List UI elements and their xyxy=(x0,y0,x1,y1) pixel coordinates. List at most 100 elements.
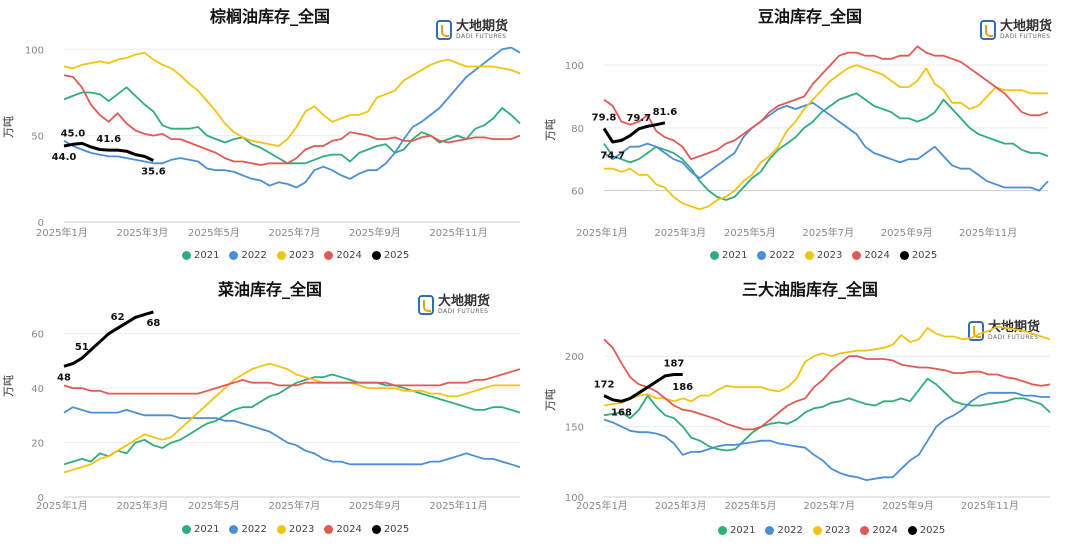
legend-label: 2025 xyxy=(919,525,946,536)
legend-item-2024[interactable]: 2024 xyxy=(324,250,362,261)
brand-name-en: DADI FUTURES xyxy=(438,308,489,315)
brand-logo: 大地期货 DADI FUTURES xyxy=(968,321,1040,341)
data-label: 41.6 xyxy=(96,134,121,145)
three-oils-line-chart: 100 150 200 2025年1月 2025年3月 2025年5月 2025年7月 202… xyxy=(544,325,1051,512)
legend-label: 2022 xyxy=(777,525,803,536)
y-tick-label: 0 xyxy=(38,493,44,504)
chart-panel-rapeseed-oil: 菜油库存_全国 大地期货 DADI FUTURES 0 20 40 60 2025年1月… xyxy=(0,273,540,546)
legend-marker xyxy=(757,251,767,260)
chart-legend: 2021 2022 2023 2024 2025 xyxy=(718,525,945,536)
legend-label: 2021 xyxy=(730,525,756,536)
legend-marker xyxy=(182,525,191,534)
chart-title: 菜油库存_全国 xyxy=(217,280,322,299)
x-tick-label: 2025年7月 xyxy=(268,226,320,239)
series-line-2021 xyxy=(603,92,1049,201)
legend-marker xyxy=(229,251,239,260)
x-tick-label: 2025年9月 xyxy=(349,499,401,512)
legend-item-2024[interactable]: 2024 xyxy=(852,250,890,261)
y-tick-label: 200 xyxy=(565,352,584,363)
brand-logo: 大地期货 DADI FUTURES xyxy=(436,20,508,40)
rapeseed-oil-line-chart: 0 20 40 60 2025年1月 2025年3月 2025年5月 2025年7月 2025年… xyxy=(2,310,521,512)
legend-item-2025[interactable]: 2025 xyxy=(371,250,410,261)
series-line-2025 xyxy=(63,141,155,162)
legend-item-2022[interactable]: 2022 xyxy=(765,525,803,536)
x-tick-label: 2025年9月 xyxy=(349,226,401,239)
legend-item-2023[interactable]: 2023 xyxy=(276,524,315,535)
legend-item-2025[interactable]: 2025 xyxy=(907,525,946,536)
legend-label: 2023 xyxy=(288,524,315,535)
series-line-2022 xyxy=(603,391,1050,482)
legend-item-2025[interactable]: 2025 xyxy=(371,524,409,535)
chart-panel-soybean-oil: 豆油库存_全国 大地期货 DADI FUTURES 60 80 100 2025年1月… xyxy=(540,0,1080,273)
legend-marker xyxy=(229,525,239,534)
data-label: 172 xyxy=(594,380,615,391)
x-tick-label: 2025年11月 xyxy=(961,499,1019,512)
data-label: 35.6 xyxy=(141,167,166,178)
legend-item-2021[interactable]: 2021 xyxy=(710,250,747,261)
brand-logo-icon xyxy=(980,20,996,40)
legend-label: 2021 xyxy=(722,250,748,261)
legend-item-2023[interactable]: 2023 xyxy=(812,525,851,536)
brand-logo-icon xyxy=(436,20,452,40)
y-tick-label: 60 xyxy=(31,330,44,341)
brand-name-cn: 大地期货 xyxy=(438,294,491,309)
x-tick-label: 2025年3月 xyxy=(116,226,168,239)
series-line-2024 xyxy=(603,45,1049,161)
brand-name-en: DADI FUTURES xyxy=(456,33,507,40)
x-tick-label: 2025年1月 xyxy=(576,499,628,512)
brand-name-en: DADI FUTURES xyxy=(1000,33,1051,40)
data-label: 168 xyxy=(611,407,632,418)
data-label: 74.7 xyxy=(600,150,625,161)
legend-item-2022[interactable]: 2022 xyxy=(757,250,795,261)
series-line-2022 xyxy=(63,406,521,468)
legend-label: 2022 xyxy=(769,250,795,261)
chart-panel-three-oils: 三大油脂库存_全国 大地期货 DADI FUTURES 100 150 200 202… xyxy=(540,273,1080,546)
legend-item-2022[interactable]: 2022 xyxy=(229,250,267,261)
x-tick-label: 2025年11月 xyxy=(429,226,487,239)
series-line-2023 xyxy=(63,362,520,474)
brand-logo-icon xyxy=(418,295,434,315)
legend-item-2022[interactable]: 2022 xyxy=(229,524,267,535)
legend-label: 2025 xyxy=(383,250,410,261)
chart-title: 棕榈油库存_全国 xyxy=(209,7,330,26)
series-line-2021 xyxy=(603,377,1051,452)
legend-item-2021[interactable]: 2021 xyxy=(182,524,219,535)
legend-item-2024[interactable]: 2024 xyxy=(324,524,362,535)
series-line-2024 xyxy=(63,368,521,395)
brand-name-cn: 大地期货 xyxy=(456,19,509,34)
legend-label: 2024 xyxy=(336,524,362,535)
legend-item-2021[interactable]: 2021 xyxy=(718,525,755,536)
legend-marker xyxy=(371,525,381,534)
data-label: 186 xyxy=(672,382,693,393)
brand-logo: 大地期货 DADI FUTURES xyxy=(418,295,490,315)
y-tick-label: 20 xyxy=(31,439,44,450)
legend-label: 2023 xyxy=(824,525,851,536)
legend-item-2023[interactable]: 2023 xyxy=(804,250,842,261)
legend-label: 2024 xyxy=(336,250,362,261)
y-tick-label: 50 xyxy=(31,132,44,143)
legend-marker xyxy=(371,251,381,260)
brand-logo: 大地期货 DADI FUTURES xyxy=(980,20,1052,40)
legend-marker xyxy=(182,251,191,260)
legend-marker xyxy=(276,525,286,534)
legend-item-2021[interactable]: 2021 xyxy=(182,250,219,261)
x-tick-label: 2025年3月 xyxy=(116,499,168,512)
y-tick-label: 80 xyxy=(571,124,584,135)
y-axis-title: 万吨 xyxy=(544,389,557,411)
chart-legend: 2021 2022 2023 2024 2025 xyxy=(710,250,937,261)
data-label: 79.7 xyxy=(626,113,651,124)
legend-item-2024[interactable]: 2024 xyxy=(860,525,898,536)
y-tick-label: 60 xyxy=(571,187,584,198)
legend-item-2025[interactable]: 2025 xyxy=(899,250,937,261)
data-label: 44.0 xyxy=(52,152,77,163)
legend-item-2023[interactable]: 2023 xyxy=(276,250,314,261)
legend-label: 2022 xyxy=(241,250,267,261)
y-axis-title: 万吨 xyxy=(544,119,557,141)
legend-label: 2021 xyxy=(194,524,220,535)
legend-marker xyxy=(852,251,862,260)
legend-marker xyxy=(276,251,286,260)
x-tick-label: 2025年11月 xyxy=(429,499,487,512)
x-tick-label: 2025年3月 xyxy=(655,499,707,512)
legend-marker xyxy=(804,251,814,260)
x-tick-label: 2025年5月 xyxy=(724,226,776,239)
